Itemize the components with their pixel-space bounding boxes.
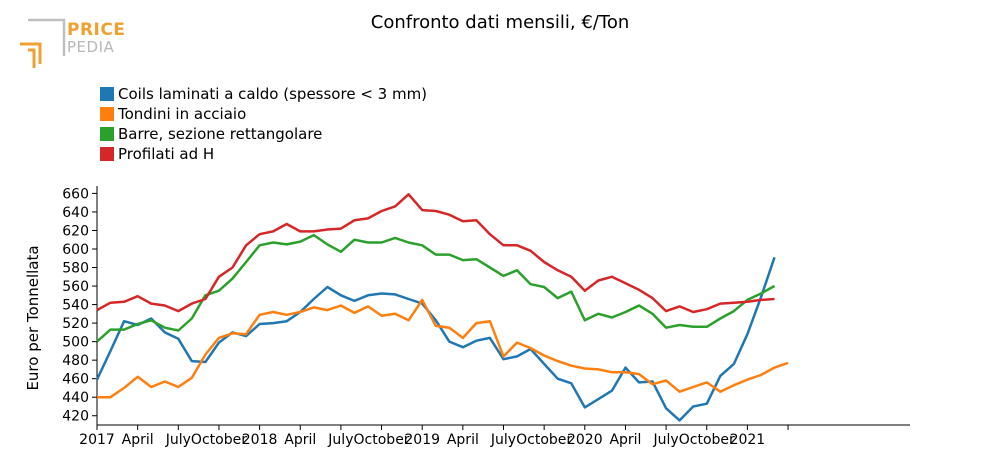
y-tick-label: 640: [62, 205, 89, 221]
chart-axes: 420 440 460 480 500 520 540 560 580 600 620 640 660 2…: [62, 186, 910, 448]
x-tick-label: October: [354, 432, 410, 448]
legend-label: Tondini in acciaio: [118, 105, 247, 123]
x-tick-label: October: [191, 432, 247, 448]
legend-item: Barre, sezione rettangolare: [100, 124, 427, 144]
y-tick-label: 480: [62, 353, 89, 369]
pricepedia-logo: [20, 18, 66, 68]
y-axis-label: Euro per Tonnellata: [24, 245, 42, 390]
legend-swatch: [100, 147, 114, 161]
legend-label: Barre, sezione rettangolare: [118, 125, 323, 143]
series-line-4: [96, 193, 775, 314]
x-tick-label: July: [490, 432, 516, 448]
chart-title: Confronto dati mensili, €/Ton: [370, 12, 630, 33]
chart-lines: [95, 193, 789, 422]
x-tick-label: April: [122, 432, 154, 448]
x-tick-label: 2017: [79, 432, 115, 448]
legend-item: Coils laminati a caldo (spessore < 3 mm): [100, 84, 427, 104]
legend-swatch: [100, 87, 114, 101]
x-tick-label: 2021: [730, 432, 766, 448]
y-tick-label: 420: [62, 409, 89, 425]
y-tick-label: 580: [62, 261, 89, 277]
x-tick-label: October: [679, 432, 735, 448]
logo-word-price: PRICE: [67, 20, 126, 40]
chart-legend: Coils laminati a caldo (spessore < 3 mm)…: [100, 84, 427, 164]
y-tick-label: 560: [62, 279, 89, 295]
y-tick-label: 440: [62, 390, 89, 406]
y-tick-label: 540: [62, 298, 89, 314]
x-tick-label: 2019: [404, 432, 440, 448]
y-tick-label: 660: [62, 186, 89, 202]
y-tick-label: 500: [62, 335, 89, 351]
y-tick-label: 620: [62, 223, 89, 239]
legend-item: Tondini in acciaio: [100, 104, 427, 124]
x-tick-label: October: [516, 432, 572, 448]
legend-swatch: [100, 127, 114, 141]
logo-mark-orange: [20, 42, 42, 68]
x-tick-label: April: [447, 432, 479, 448]
series-line-1: [95, 256, 776, 422]
x-tick-label: 2018: [242, 432, 278, 448]
y-tick-label: 520: [62, 316, 89, 332]
x-tick-label: July: [165, 432, 191, 448]
legend-item: Profilati ad H: [100, 144, 427, 164]
y-tick-label: 460: [62, 372, 89, 388]
legend-label: Coils laminati a caldo (spessore < 3 mm): [118, 85, 428, 103]
x-tick-label: April: [609, 432, 641, 448]
x-tick-label: July: [327, 432, 353, 448]
legend-swatch: [100, 107, 114, 121]
logo-mark-gray: [28, 18, 66, 56]
logo-word-pedia: PEDIA: [67, 38, 115, 56]
x-tick-label: April: [284, 432, 316, 448]
y-tick-label: 600: [62, 242, 89, 258]
x-tick-label: 2020: [567, 432, 603, 448]
legend-label: Profilati ad H: [118, 145, 215, 163]
x-tick-label: July: [653, 432, 679, 448]
series-line-2: [97, 298, 789, 399]
